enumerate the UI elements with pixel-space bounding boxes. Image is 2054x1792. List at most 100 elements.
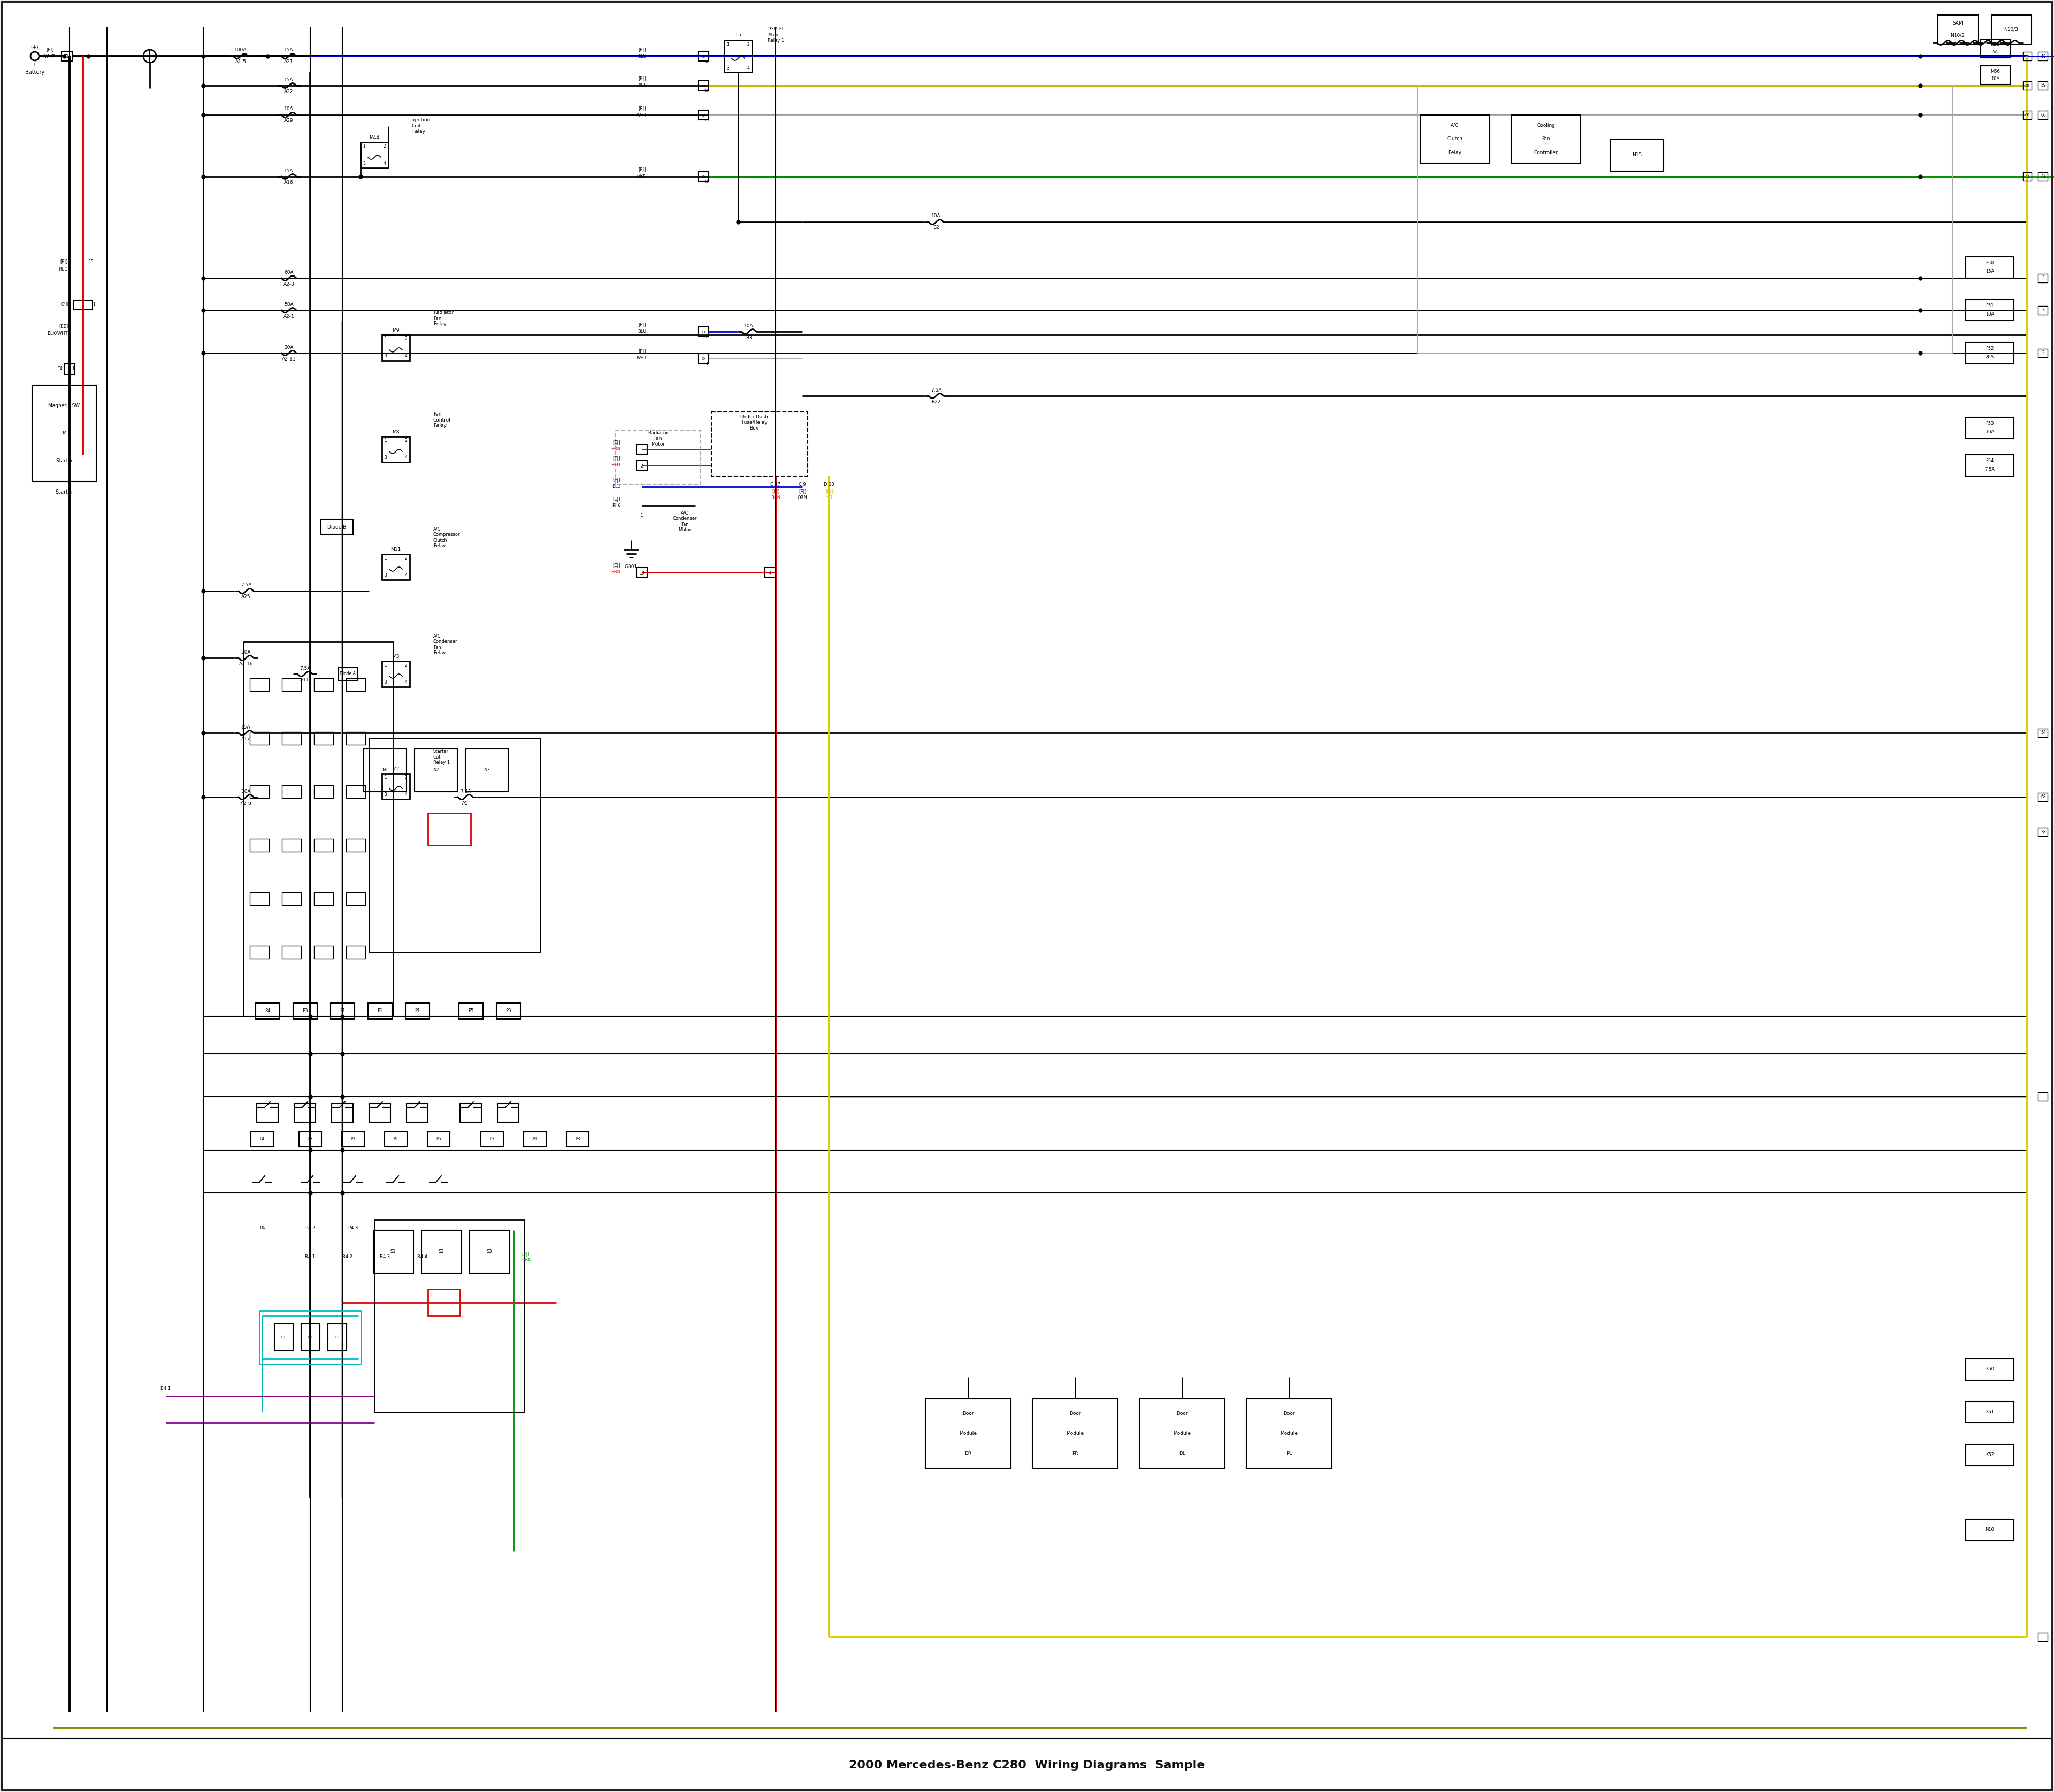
Text: 2: 2 [405,439,407,443]
Text: 59: 59 [2025,84,2029,88]
Text: M: M [62,430,66,435]
Bar [698,52,709,61]
Bar [1980,39,2011,57]
Text: Door: Door [1284,1412,1294,1416]
Text: P4: P4 [265,1009,271,1014]
Bar [466,749,507,792]
Bar [364,749,407,792]
Text: Starter: Starter [55,489,74,495]
Bar [281,839,302,851]
Text: DL: DL [1179,1452,1185,1455]
Text: P1: P1 [378,1009,382,1014]
Text: 1: 1 [641,448,643,452]
Bar [1990,14,2031,45]
Text: D: D [702,357,705,360]
Bar [314,785,333,797]
Bar [407,1104,427,1122]
Bar [1980,66,2011,84]
Text: 1: 1 [72,367,74,371]
Text: 2000 Mercedes-Benz C280  Wiring Diagrams  Sample: 2000 Mercedes-Benz C280 Wiring Diagrams … [848,1760,1206,1770]
Text: P5: P5 [435,1136,442,1142]
Text: N10: N10 [1986,1527,1994,1532]
Bar [62,52,72,61]
Text: 2: 2 [405,337,407,342]
Text: P4 2: P4 2 [306,1226,314,1229]
Text: 5A: 5A [1992,50,1999,54]
Text: Module: Module [1066,1432,1085,1435]
Bar [1966,418,2013,439]
Text: P4: P4 [259,1226,265,1229]
Text: 68: 68 [2042,794,2046,799]
Text: 1: 1 [384,776,386,780]
Text: A2-6: A2-6 [240,801,251,805]
Text: 15A: 15A [283,48,294,52]
Text: 5: 5 [2042,276,2044,281]
Text: A2-3: A2-3 [283,281,294,287]
Bar [2023,111,2031,120]
Text: F50: F50 [1986,262,1994,265]
Text: 42: 42 [2025,176,2029,177]
Bar [458,1004,483,1020]
Text: 3: 3 [384,455,386,461]
Text: C1: C1 [281,1335,286,1339]
Text: P1: P1 [415,1009,419,1014]
Bar [1966,1444,2013,1466]
Text: N10/3: N10/3 [2005,27,2019,32]
Bar [698,353,709,364]
Text: N10/2: N10/2 [1951,32,1966,38]
Text: 60A: 60A [283,271,294,274]
Text: [EJ]: [EJ] [612,496,620,502]
Text: 2: 2 [384,143,386,149]
Text: 66: 66 [2025,113,2029,116]
Text: 1: 1 [384,337,386,342]
Bar [314,946,333,959]
Text: Ignition
Coil
Relay: Ignition Coil Relay [413,118,429,134]
Text: A/C
Compressor
Clutch
Relay: A/C Compressor Clutch Relay [433,527,460,548]
Bar [251,892,269,905]
Text: C 9: C 9 [799,482,805,486]
Text: B4 2: B4 2 [343,1254,353,1260]
Text: K52: K52 [1986,1453,1994,1457]
Text: 10A: 10A [744,323,754,328]
Text: RED: RED [58,267,68,271]
Text: Door: Door [963,1412,974,1416]
Text: 12: 12 [705,90,709,93]
Bar [614,430,700,484]
Text: P5: P5 [468,1009,474,1014]
Text: F51: F51 [1986,303,1994,308]
Text: 15: 15 [88,260,92,265]
Text: K51: K51 [1986,1410,1994,1414]
Bar [300,1133,322,1147]
Bar [251,1133,273,1147]
Text: 8: 8 [705,59,709,63]
Bar [2038,306,2048,315]
Bar [1966,256,2013,278]
Text: A/C: A/C [1450,124,1458,127]
Text: P3: P3 [505,1009,511,1014]
Bar [415,749,458,792]
Text: D: D [702,84,705,88]
Bar [281,892,302,905]
Text: 7.5A: 7.5A [460,788,470,794]
Bar [281,679,302,692]
Text: 15A: 15A [283,77,294,82]
Text: 1: 1 [705,362,709,366]
Bar [926,1400,1011,1468]
Text: Module: Module [1173,1432,1191,1435]
Text: 58: 58 [2042,54,2046,59]
Text: 10A: 10A [930,213,941,219]
Bar [345,731,366,745]
Text: GRN: GRN [637,174,647,179]
Text: B4 3: B4 3 [380,1254,390,1260]
Text: 1: 1 [364,143,366,149]
Bar [1966,1358,2013,1380]
Bar [2038,1093,2048,1100]
Bar [427,1288,460,1315]
Text: 3: 3 [384,681,386,685]
Text: A/C
Condenser
Fan
Motor: A/C Condenser Fan Motor [672,511,696,532]
Bar [320,520,353,534]
Text: M55: M55 [1990,41,2001,47]
Text: [EJ]
ORN: [EJ] ORN [797,489,807,500]
Text: 15A: 15A [283,168,294,174]
Text: 1: 1 [384,663,386,668]
